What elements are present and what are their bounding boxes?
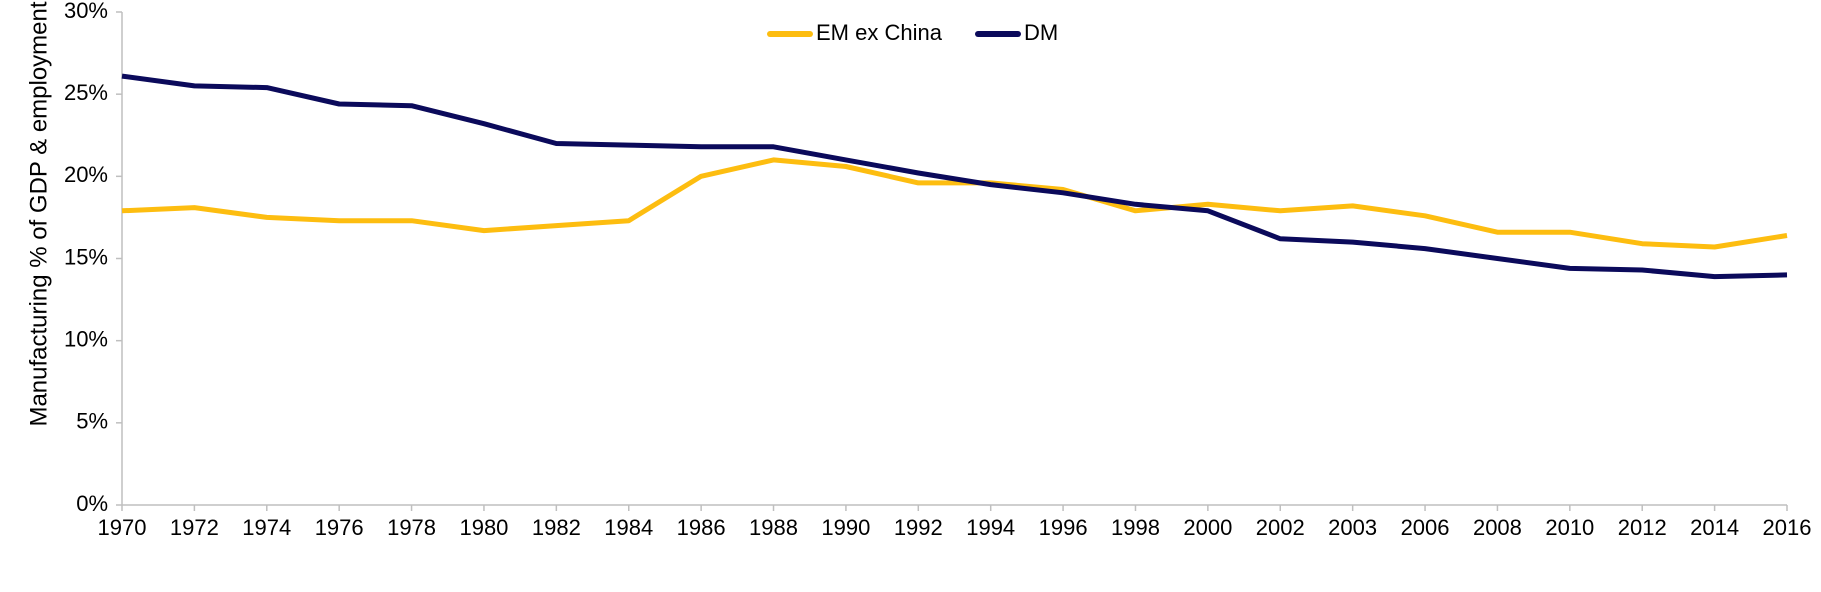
- x-tick-label: 1998: [1111, 515, 1160, 540]
- y-tick-label: 15%: [64, 244, 108, 269]
- x-tick-label: 2010: [1545, 515, 1594, 540]
- x-tick-label: 1970: [98, 515, 147, 540]
- y-tick-label: 0%: [76, 491, 108, 516]
- x-tick-label: 1996: [1039, 515, 1088, 540]
- x-tick-label: 2012: [1618, 515, 1667, 540]
- series-line-dm: [121, 73, 1788, 280]
- x-tick-label: 2008: [1473, 515, 1522, 540]
- y-tick-label: 5%: [76, 409, 108, 434]
- y-axis-ticks: 0% 5% 10% 15% 20% 25% 30%: [64, 0, 122, 516]
- x-axis-ticks: 1970 1972 1974 1976 1978 1980 1982 1984 1986 1988…: [98, 505, 1812, 540]
- x-tick-label: 1992: [894, 515, 943, 540]
- x-tick-label: 1978: [387, 515, 436, 540]
- x-tick-label: 2006: [1401, 515, 1450, 540]
- x-tick-label: 2003: [1328, 515, 1377, 540]
- x-tick-label: 2000: [1183, 515, 1232, 540]
- x-tick-label: 1972: [170, 515, 219, 540]
- x-tick-label: 1986: [677, 515, 726, 540]
- x-tick-label: 1982: [532, 515, 581, 540]
- y-axis-title: Manufacturing % of GDP & employment: [25, 1, 52, 426]
- x-tick-label: 1976: [315, 515, 364, 540]
- x-tick-label: 2016: [1763, 515, 1812, 540]
- x-tick-label: 1990: [821, 515, 870, 540]
- x-tick-label: 1980: [459, 515, 508, 540]
- y-tick-label: 30%: [64, 0, 108, 23]
- y-tick-label: 25%: [64, 80, 108, 105]
- series-line-em-ex-china: [121, 157, 1788, 250]
- x-tick-label: 1974: [242, 515, 291, 540]
- legend-label: EM ex China: [816, 20, 943, 45]
- x-tick-label: 2002: [1256, 515, 1305, 540]
- x-tick-label: 2014: [1690, 515, 1739, 540]
- series-lines: [121, 73, 1788, 280]
- x-tick-label: 1988: [749, 515, 798, 540]
- y-tick-label: 10%: [64, 326, 108, 351]
- x-tick-label: 1994: [966, 515, 1015, 540]
- legend: EM ex China DM: [767, 20, 1058, 45]
- x-tick-label: 1984: [604, 515, 653, 540]
- legend-label: DM: [1024, 20, 1058, 45]
- y-tick-label: 20%: [64, 162, 108, 187]
